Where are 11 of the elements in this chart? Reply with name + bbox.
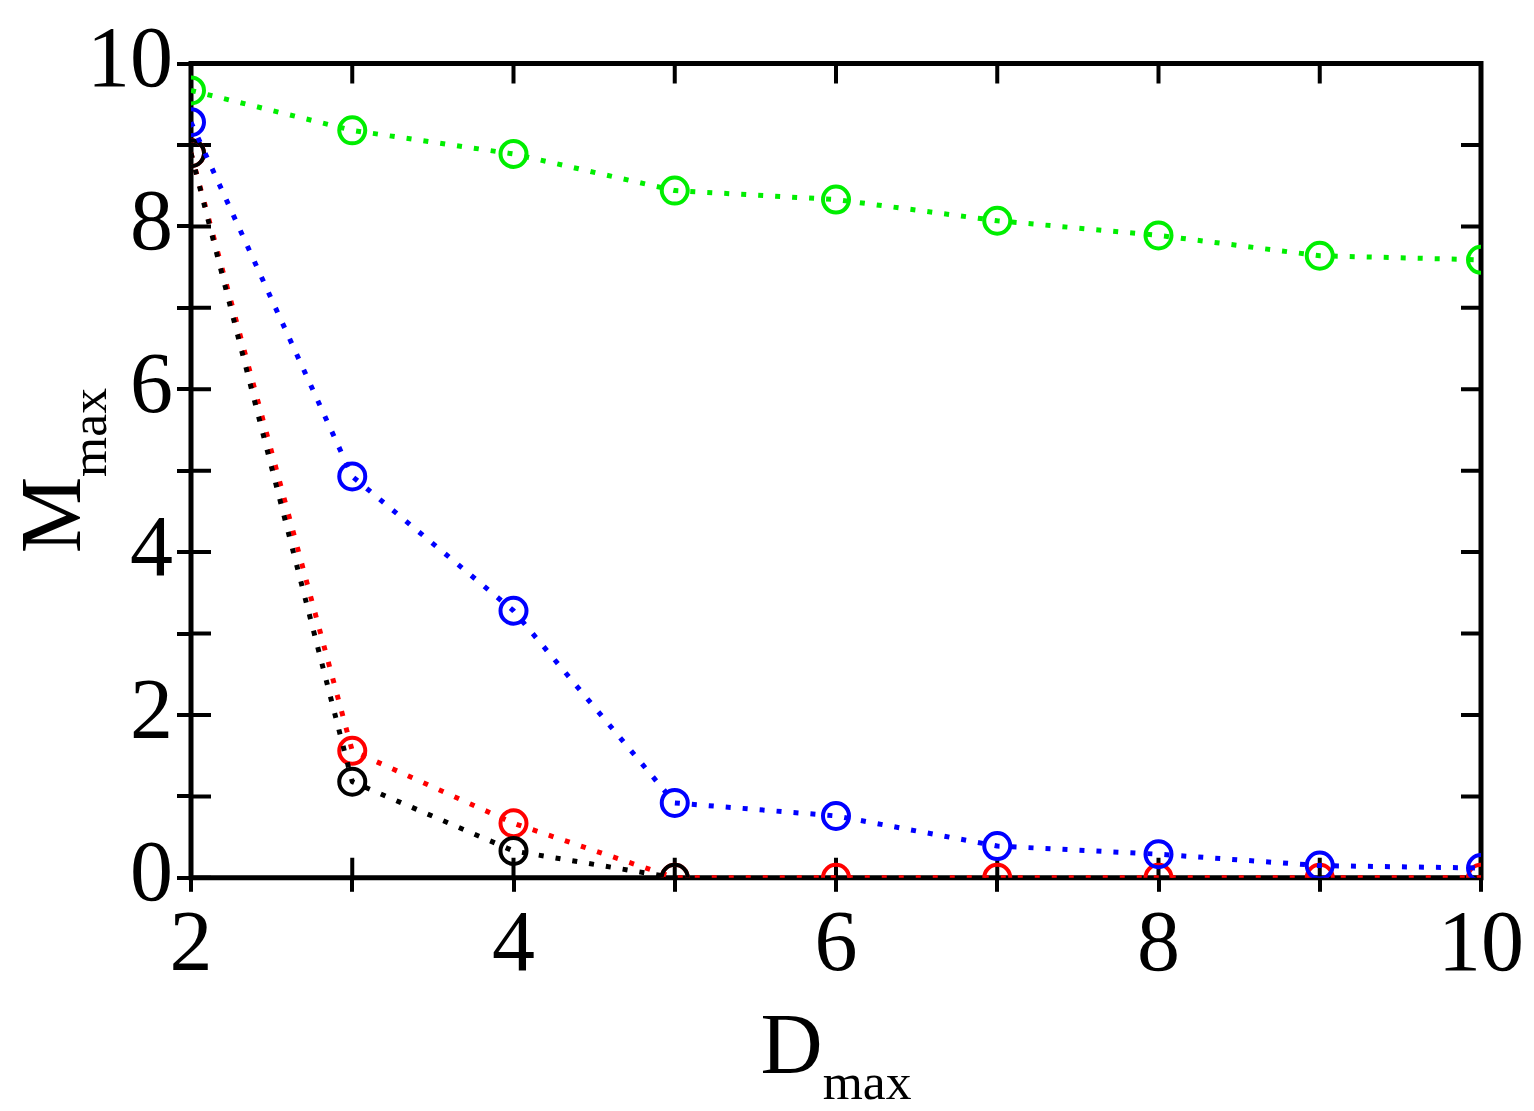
x-tick-label: 10 — [1438, 892, 1524, 989]
y-tick-label: 6 — [130, 334, 173, 431]
y-tick-label: 8 — [130, 172, 173, 269]
y-tick-label: 4 — [130, 497, 173, 594]
y-tick-label: 0 — [130, 823, 173, 920]
x-tick-label: 4 — [492, 892, 535, 989]
y-axis-title: Mmax — [3, 387, 117, 554]
x-tick-label: 8 — [1137, 892, 1180, 989]
y-tick-label: 2 — [130, 660, 173, 757]
x-tick-label: 6 — [814, 892, 858, 989]
y-tick-label: 10 — [87, 9, 173, 106]
